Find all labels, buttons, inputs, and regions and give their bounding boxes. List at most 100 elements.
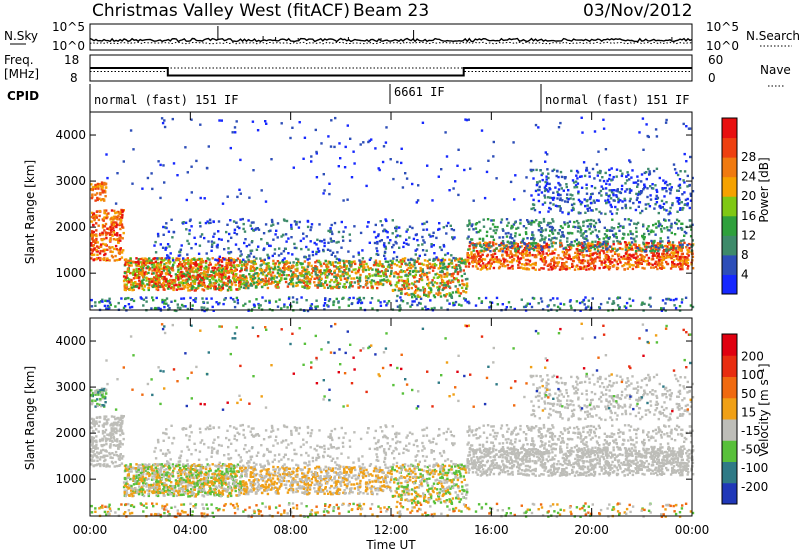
- power-cell: [304, 272, 307, 276]
- power-cell: [342, 259, 345, 263]
- power-cell: [210, 249, 213, 252]
- power-cell: [664, 249, 668, 252]
- power-cell: [448, 286, 452, 290]
- power-cell: [324, 273, 327, 276]
- power-cell: [136, 274, 139, 277]
- power-cell: [630, 263, 634, 267]
- power-cell: [165, 262, 168, 265]
- power-cell: [534, 245, 537, 249]
- power-cell: [687, 264, 690, 268]
- power-cell: [256, 227, 259, 230]
- power-cell: [247, 286, 250, 290]
- power-cell: [678, 265, 681, 269]
- power-cell: [464, 261, 467, 264]
- power-cell: [437, 293, 440, 297]
- power-cell: [240, 263, 243, 266]
- power-cell: [436, 286, 439, 289]
- power-cell: [435, 236, 438, 240]
- power-cell: [271, 271, 275, 274]
- power-cell: [172, 286, 176, 290]
- power-cell: [550, 259, 553, 262]
- power-cell: [421, 270, 425, 273]
- power-cell: [158, 266, 161, 269]
- power-cell: [652, 230, 655, 233]
- power-cell: [392, 243, 395, 247]
- power-cell: [686, 243, 689, 247]
- power-cell: [307, 248, 310, 251]
- power-cell: [592, 252, 595, 255]
- power-cell: [498, 265, 501, 269]
- power-cell: [442, 245, 446, 248]
- power-cell: [608, 245, 611, 248]
- power-cell: [541, 245, 544, 249]
- power-cell: [570, 240, 573, 244]
- power-cell: [218, 285, 221, 288]
- power-cell: [435, 292, 438, 295]
- power-cell: [354, 271, 357, 274]
- power-cell: [214, 270, 217, 274]
- power-cell: [465, 287, 468, 290]
- power-cell: [438, 222, 441, 225]
- power-cell: [195, 263, 199, 267]
- power-cell: [623, 241, 627, 244]
- power-cell: [125, 283, 128, 286]
- power-cell: [561, 231, 564, 234]
- power-cell: [194, 242, 197, 246]
- power-cell: [488, 241, 492, 244]
- power-cell: [492, 258, 495, 262]
- power-cell: [607, 268, 611, 271]
- power-cell: [576, 182, 580, 185]
- power-cell: [119, 250, 122, 253]
- power-cell: [158, 278, 161, 282]
- power-cell: [610, 205, 613, 209]
- power-cell: [644, 248, 648, 251]
- power-cell: [308, 273, 312, 276]
- power-cell: [495, 242, 498, 246]
- power-cell: [679, 257, 682, 260]
- power-cell: [242, 281, 246, 285]
- power-cell: [390, 270, 393, 273]
- power-cell: [172, 263, 175, 267]
- power-cell: [561, 257, 564, 261]
- power-cell: [262, 259, 265, 262]
- power-cell: [415, 233, 418, 236]
- power-cell: [620, 184, 624, 188]
- power-cell: [247, 260, 250, 263]
- power-cell: [106, 257, 109, 260]
- power-cell: [590, 257, 594, 261]
- power-cell: [327, 299, 331, 303]
- power-cell: [128, 278, 131, 281]
- power-cell: [93, 234, 97, 237]
- power-cell: [546, 224, 549, 227]
- power-cell: [555, 261, 558, 264]
- power-cell: [253, 269, 256, 272]
- power-cell: [183, 259, 186, 263]
- freq-left-tick-bottom: 8: [70, 71, 78, 85]
- power-cell: [562, 247, 565, 250]
- power-cell: [612, 300, 615, 303]
- power-cell: [91, 186, 95, 189]
- power-cell: [111, 246, 114, 249]
- power-cell: [110, 223, 113, 226]
- power-cell: [479, 255, 482, 258]
- power-cell: [543, 201, 547, 204]
- power-cell: [615, 212, 618, 215]
- power-cell: [139, 271, 142, 275]
- power-cell: [216, 287, 219, 290]
- power-cell: [414, 249, 417, 252]
- power-cell: [628, 191, 632, 194]
- power-cell: [475, 255, 478, 258]
- power-cell: [556, 205, 559, 208]
- power-cell: [549, 298, 552, 302]
- power-cell: [114, 238, 118, 241]
- power-cell: [581, 300, 584, 304]
- power-cell: [552, 264, 556, 267]
- freq-left-tick-top: 18: [64, 53, 79, 67]
- power-cell: [558, 229, 561, 232]
- power-cell: [391, 262, 394, 265]
- power-cell: [364, 268, 368, 272]
- power-cell: [229, 261, 233, 264]
- power-cell: [642, 188, 645, 191]
- power-cell: [509, 250, 512, 253]
- power-cell: [460, 257, 463, 260]
